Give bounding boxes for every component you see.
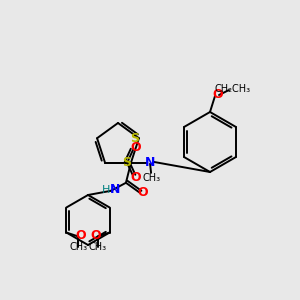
Text: CH₃: CH₃ [142, 173, 160, 183]
Text: CH₃: CH₃ [88, 242, 107, 253]
Text: O: O [213, 88, 223, 100]
Text: O: O [90, 229, 101, 242]
Text: H: H [102, 185, 110, 195]
Text: S: S [130, 132, 140, 145]
Text: O: O [138, 186, 148, 199]
Text: CH₃: CH₃ [69, 242, 87, 253]
Text: S: S [123, 156, 132, 169]
Text: O: O [75, 229, 86, 242]
Text: CH₂CH₃: CH₂CH₃ [215, 84, 251, 94]
Text: N: N [110, 183, 120, 196]
Text: O: O [131, 141, 141, 154]
Text: O: O [131, 171, 141, 184]
Text: N: N [145, 156, 155, 169]
